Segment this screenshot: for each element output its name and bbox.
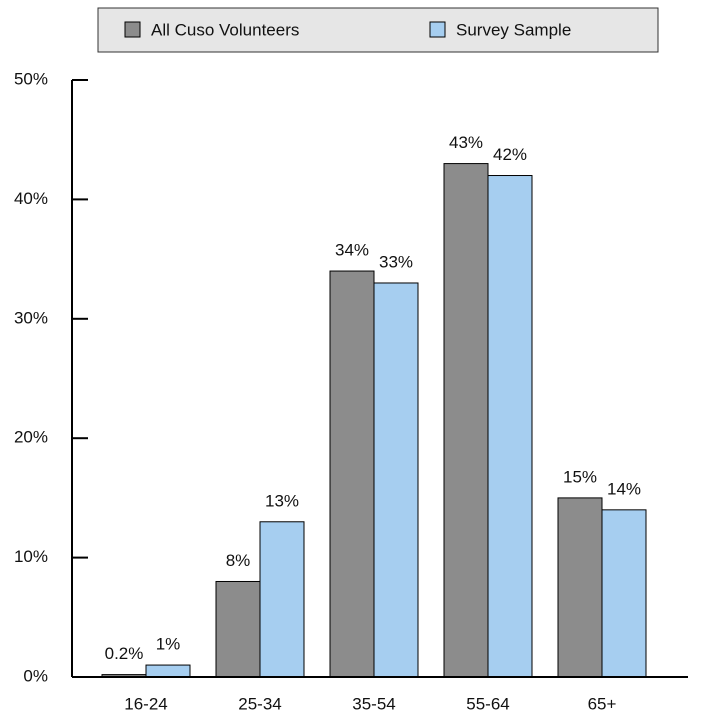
legend-box — [97, 7, 659, 53]
legend-label: All Cuso Volunteers — [151, 20, 299, 39]
x-tick-label: 55-64 — [466, 694, 509, 713]
value-label: 13% — [265, 491, 299, 510]
legend-swatch — [429, 21, 446, 38]
bar — [373, 282, 419, 678]
bar — [601, 509, 647, 678]
bar — [145, 664, 191, 678]
legend-swatch — [124, 21, 141, 38]
x-tick-label: 25-34 — [238, 694, 281, 713]
x-tick-label: 16-24 — [124, 694, 167, 713]
legend-label: Survey Sample — [456, 20, 571, 39]
bar — [443, 163, 489, 678]
value-label: 42% — [493, 145, 527, 164]
bar — [487, 175, 533, 678]
y-tick-label: 30% — [14, 308, 48, 327]
value-label: 15% — [563, 467, 597, 486]
value-label: 34% — [335, 241, 369, 260]
x-tick-label: 35-54 — [352, 694, 395, 713]
bar — [329, 270, 375, 678]
y-tick-label: 50% — [14, 69, 48, 88]
value-label: 1% — [156, 635, 181, 654]
bar — [557, 497, 603, 678]
y-tick-label: 20% — [14, 428, 48, 447]
value-label: 0.2% — [105, 644, 144, 663]
value-label: 43% — [449, 133, 483, 152]
y-tick-label: 40% — [14, 189, 48, 208]
y-tick-label: 0% — [23, 666, 48, 685]
bar — [215, 580, 261, 678]
value-label: 33% — [379, 252, 413, 271]
bar — [259, 521, 305, 678]
x-tick-label: 65+ — [588, 694, 617, 713]
y-tick-label: 10% — [14, 547, 48, 566]
value-label: 14% — [607, 479, 641, 498]
value-label: 8% — [226, 551, 251, 570]
